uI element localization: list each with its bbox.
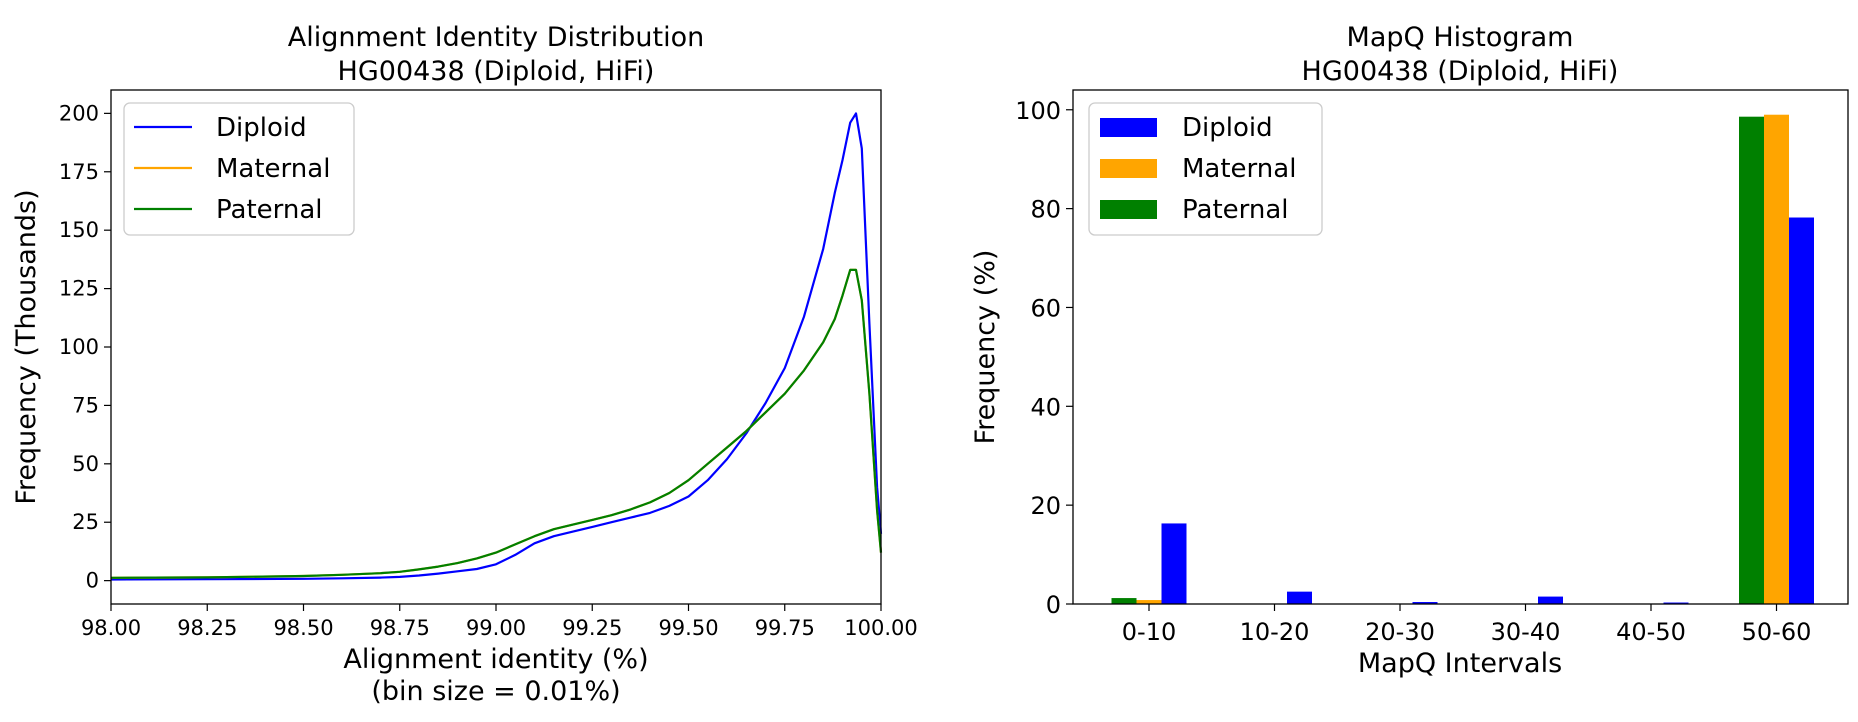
- bar-diploid-50-60: [1789, 217, 1814, 604]
- left-x-axis-note: (bin size = 0.01%): [371, 676, 620, 707]
- left-legend: Diploid Maternal Paternal: [123, 102, 355, 236]
- y-tick-label: 75: [72, 393, 99, 417]
- legend-swatch-paternal: [1100, 200, 1157, 219]
- bar-paternal-0-10: [1111, 598, 1137, 604]
- series-line-maternal: [110, 268, 883, 579]
- x-tick-label: 98.00: [81, 616, 141, 640]
- series-line-paternal: [110, 268, 883, 579]
- x-tick-label: 10-20: [1240, 618, 1310, 646]
- right-plot-frame: [1072, 89, 1849, 605]
- legend-label-diploid: Diploid: [1182, 113, 1273, 143]
- y-tick-label: 20: [1030, 492, 1061, 520]
- left-y-axis-label: Frequency (Thousands): [11, 189, 42, 504]
- x-tick-label: 99.50: [658, 616, 718, 640]
- y-tick-label: 25: [72, 510, 99, 534]
- legend-box: [123, 102, 355, 236]
- y-tick-label: 0: [86, 569, 99, 593]
- bar-maternal-0-10: [1136, 600, 1162, 604]
- bar-diploid-20-30: [1412, 602, 1438, 604]
- x-tick-label: 30-40: [1491, 618, 1561, 646]
- y-tick-label: 40: [1030, 393, 1061, 421]
- bar-diploid-30-40: [1538, 596, 1563, 604]
- legend-label-maternal: Maternal: [216, 154, 330, 184]
- y-tick-label: 200: [59, 101, 99, 125]
- x-tick-label: 99.75: [755, 616, 815, 640]
- x-tick-label: 99.25: [562, 616, 622, 640]
- bar-diploid-0-10: [1161, 523, 1187, 604]
- right-chart-subtitle: HG00438 (Diploid, HiFi): [1302, 56, 1619, 87]
- right-legend: Diploid Maternal Paternal: [1088, 102, 1323, 236]
- y-tick-label: 100: [1015, 97, 1061, 125]
- x-tick-label: 50-60: [1742, 618, 1812, 646]
- right-x-axis: 0-10 10-20 20-30 30-40 40-50 50-60: [1122, 604, 1812, 646]
- y-tick-label: 0: [1046, 591, 1061, 619]
- left-chart-subtitle: HG00438 (Diploid, HiFi): [338, 56, 655, 87]
- left-x-axis: 98.00 98.25 98.50 98.75 99.00 99.25 99.50 99.75…: [81, 604, 918, 640]
- left-plot-area: [110, 112, 883, 581]
- x-tick-label: 0-10: [1122, 618, 1176, 646]
- identity-line-chart: Alignment Identity Distribution HG00438 …: [11, 22, 918, 707]
- x-tick-label: 98.50: [273, 616, 333, 640]
- right-y-axis-label: Frequency (%): [970, 250, 1001, 445]
- x-tick-label: 98.75: [370, 616, 430, 640]
- bar-diploid-40-50: [1663, 602, 1689, 604]
- legend-label-diploid: Diploid: [216, 113, 307, 143]
- y-tick-label: 175: [59, 160, 99, 184]
- x-tick-label: 99.00: [466, 616, 526, 640]
- y-tick-label: 100: [59, 335, 99, 359]
- mapq-bar-chart: MapQ Histogram HG00438 (Diploid, HiFi) 0…: [970, 22, 1849, 679]
- x-tick-label: 100.00: [844, 616, 917, 640]
- bar-paternal-50-60: [1739, 116, 1764, 604]
- y-tick-label: 80: [1030, 196, 1061, 224]
- left-y-axis: 0 25 50 75 100 125 150 175 200: [59, 101, 111, 593]
- right-plot-area: [1111, 114, 1814, 604]
- series-line-diploid: [110, 112, 883, 581]
- legend-swatch-maternal: [1100, 159, 1157, 178]
- legend-label-paternal: Paternal: [1182, 195, 1289, 225]
- bar-diploid-10-20: [1287, 591, 1312, 604]
- x-tick-label: 20-30: [1365, 618, 1435, 646]
- x-tick-label: 40-50: [1616, 618, 1686, 646]
- y-tick-label: 50: [72, 452, 99, 476]
- y-tick-label: 150: [59, 218, 99, 242]
- left-chart-title: Alignment Identity Distribution: [288, 22, 705, 53]
- legend-label-maternal: Maternal: [1182, 154, 1296, 184]
- legend-label-paternal: Paternal: [216, 195, 323, 225]
- right-y-axis: 0 20 40 60 80 100: [1015, 97, 1073, 619]
- right-chart-title: MapQ Histogram: [1347, 22, 1574, 53]
- right-x-axis-label: MapQ Intervals: [1358, 648, 1562, 679]
- bar-maternal-50-60: [1764, 114, 1789, 604]
- y-tick-label: 125: [59, 277, 99, 301]
- y-tick-label: 60: [1030, 294, 1061, 322]
- legend-swatch-diploid: [1100, 118, 1157, 137]
- left-x-axis-label: Alignment identity (%): [343, 644, 648, 675]
- x-tick-label: 98.25: [177, 616, 237, 640]
